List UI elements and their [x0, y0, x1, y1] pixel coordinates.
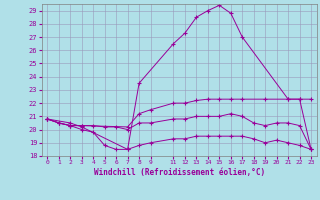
X-axis label: Windchill (Refroidissement éolien,°C): Windchill (Refroidissement éolien,°C) [94, 168, 265, 177]
